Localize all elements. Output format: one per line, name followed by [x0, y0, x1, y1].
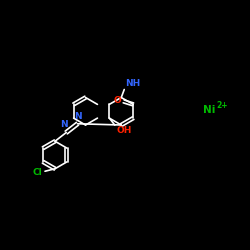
Text: 2+: 2+ — [216, 101, 228, 110]
Text: OH: OH — [117, 126, 132, 136]
Text: N: N — [74, 112, 81, 120]
Text: NH: NH — [126, 78, 141, 88]
Text: O: O — [114, 96, 122, 106]
Text: Ni: Ni — [202, 105, 215, 115]
Text: N: N — [60, 120, 68, 129]
Text: Cl: Cl — [33, 168, 42, 177]
